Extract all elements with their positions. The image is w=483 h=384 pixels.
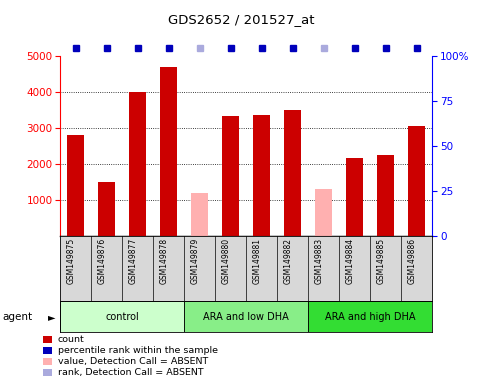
Text: count: count	[58, 335, 85, 344]
Bar	[377, 155, 394, 236]
Text: GSM149876: GSM149876	[98, 238, 107, 285]
Bar	[99, 182, 115, 236]
Bar	[408, 126, 426, 236]
Text: control: control	[105, 312, 139, 322]
Bar	[253, 114, 270, 236]
Text: GSM149882: GSM149882	[284, 238, 293, 284]
Text: ARA and high DHA: ARA and high DHA	[325, 312, 415, 322]
Text: ►: ►	[48, 312, 56, 322]
Text: GSM149875: GSM149875	[67, 238, 76, 285]
Text: ARA and low DHA: ARA and low DHA	[203, 312, 289, 322]
Bar	[185, 301, 308, 332]
Bar	[160, 67, 177, 236]
Text: GDS2652 / 201527_at: GDS2652 / 201527_at	[168, 13, 315, 26]
Bar	[60, 301, 185, 332]
Text: GSM149881: GSM149881	[253, 238, 262, 284]
Text: GSM149878: GSM149878	[160, 238, 169, 284]
Bar	[67, 135, 85, 236]
Text: percentile rank within the sample: percentile rank within the sample	[58, 346, 218, 355]
Text: agent: agent	[2, 312, 32, 322]
Text: rank, Detection Call = ABSENT: rank, Detection Call = ABSENT	[58, 367, 204, 377]
Bar	[315, 189, 332, 236]
Text: GSM149879: GSM149879	[191, 238, 200, 285]
Bar	[222, 116, 240, 236]
Text: GSM149883: GSM149883	[315, 238, 324, 284]
Bar	[129, 92, 146, 236]
Bar	[346, 158, 363, 236]
Bar	[284, 110, 301, 236]
Text: value, Detection Call = ABSENT: value, Detection Call = ABSENT	[58, 357, 208, 366]
Text: GSM149886: GSM149886	[408, 238, 417, 284]
Text: GSM149884: GSM149884	[346, 238, 355, 284]
Text: GSM149885: GSM149885	[377, 238, 386, 284]
Bar	[191, 193, 208, 236]
Bar	[308, 301, 432, 332]
Text: GSM149880: GSM149880	[222, 238, 231, 284]
Text: GSM149877: GSM149877	[129, 238, 138, 285]
